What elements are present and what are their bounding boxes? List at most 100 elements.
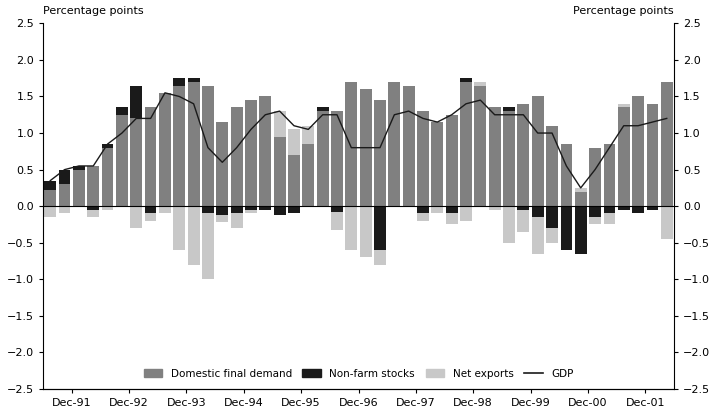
Bar — [503, 206, 515, 243]
Bar — [546, 126, 558, 206]
Text: Percentage points: Percentage points — [574, 6, 674, 16]
Bar — [604, 213, 615, 225]
Bar — [217, 122, 228, 206]
Bar — [202, 206, 214, 213]
Bar — [661, 82, 673, 206]
Bar — [518, 206, 529, 210]
Bar — [632, 96, 644, 206]
Bar — [274, 111, 285, 137]
Bar — [145, 206, 156, 213]
Bar — [188, 206, 199, 265]
Bar — [274, 206, 285, 215]
Bar — [102, 144, 113, 148]
Bar — [87, 206, 99, 210]
Bar — [288, 206, 300, 213]
Bar — [532, 96, 543, 206]
Bar — [44, 181, 56, 190]
Bar — [460, 78, 472, 82]
Bar — [159, 93, 171, 206]
Bar — [518, 210, 529, 232]
Bar — [331, 206, 343, 212]
Bar — [145, 213, 156, 221]
Bar — [231, 213, 242, 228]
Bar — [288, 129, 300, 155]
Bar — [116, 115, 128, 206]
Bar — [245, 210, 257, 213]
Bar — [346, 82, 357, 206]
Bar — [446, 115, 457, 206]
Bar — [231, 206, 242, 213]
Bar — [618, 107, 630, 206]
Bar — [417, 111, 429, 206]
Bar — [460, 82, 472, 206]
Bar — [145, 107, 156, 206]
Bar — [159, 206, 171, 213]
Bar — [417, 206, 429, 213]
Bar — [647, 104, 658, 206]
Bar — [303, 144, 314, 206]
Bar — [317, 111, 328, 206]
Bar — [647, 206, 658, 210]
Bar — [59, 206, 70, 213]
Bar — [374, 250, 386, 265]
Bar — [245, 206, 257, 210]
Bar — [661, 206, 673, 239]
Bar — [130, 118, 142, 206]
Bar — [360, 89, 371, 206]
Bar — [73, 170, 85, 206]
Bar — [87, 210, 99, 217]
Bar — [174, 85, 185, 206]
Bar — [303, 126, 314, 144]
Bar — [188, 82, 199, 206]
Bar — [575, 206, 587, 254]
Bar — [618, 104, 630, 107]
Bar — [489, 107, 500, 206]
Bar — [346, 206, 357, 250]
Bar — [231, 107, 242, 206]
Bar — [389, 82, 400, 206]
Bar — [589, 148, 601, 206]
Bar — [116, 107, 128, 115]
Bar — [360, 206, 371, 257]
Bar — [202, 85, 214, 206]
Bar — [87, 166, 99, 206]
Bar — [618, 206, 630, 210]
Bar — [604, 144, 615, 206]
Bar — [460, 206, 472, 221]
Bar — [374, 100, 386, 206]
Bar — [217, 215, 228, 222]
Bar — [374, 206, 386, 250]
Bar — [274, 137, 285, 206]
Bar — [475, 82, 486, 85]
Bar — [174, 78, 185, 85]
Bar — [432, 122, 443, 206]
Bar — [446, 213, 457, 225]
Bar — [604, 206, 615, 213]
Bar — [561, 144, 572, 206]
Legend: Domestic final demand, Non-farm stocks, Net exports, GDP: Domestic final demand, Non-farm stocks, … — [138, 364, 579, 384]
Bar — [403, 85, 414, 206]
Bar — [589, 217, 601, 225]
Bar — [561, 206, 572, 250]
Bar — [331, 212, 343, 230]
Bar — [260, 206, 271, 210]
Bar — [575, 192, 587, 206]
Bar — [217, 206, 228, 215]
Bar — [546, 206, 558, 228]
Bar — [503, 111, 515, 206]
Bar — [532, 206, 543, 217]
Bar — [432, 206, 443, 213]
Bar — [245, 100, 257, 206]
Bar — [260, 96, 271, 206]
Bar — [331, 111, 343, 206]
Bar — [73, 166, 85, 170]
Bar — [632, 206, 644, 213]
Text: Percentage points: Percentage points — [43, 6, 143, 16]
Bar — [475, 85, 486, 206]
Bar — [489, 206, 500, 210]
Bar — [130, 206, 142, 228]
Bar — [288, 155, 300, 206]
Bar — [589, 206, 601, 217]
Bar — [174, 206, 185, 250]
Bar — [59, 184, 70, 206]
